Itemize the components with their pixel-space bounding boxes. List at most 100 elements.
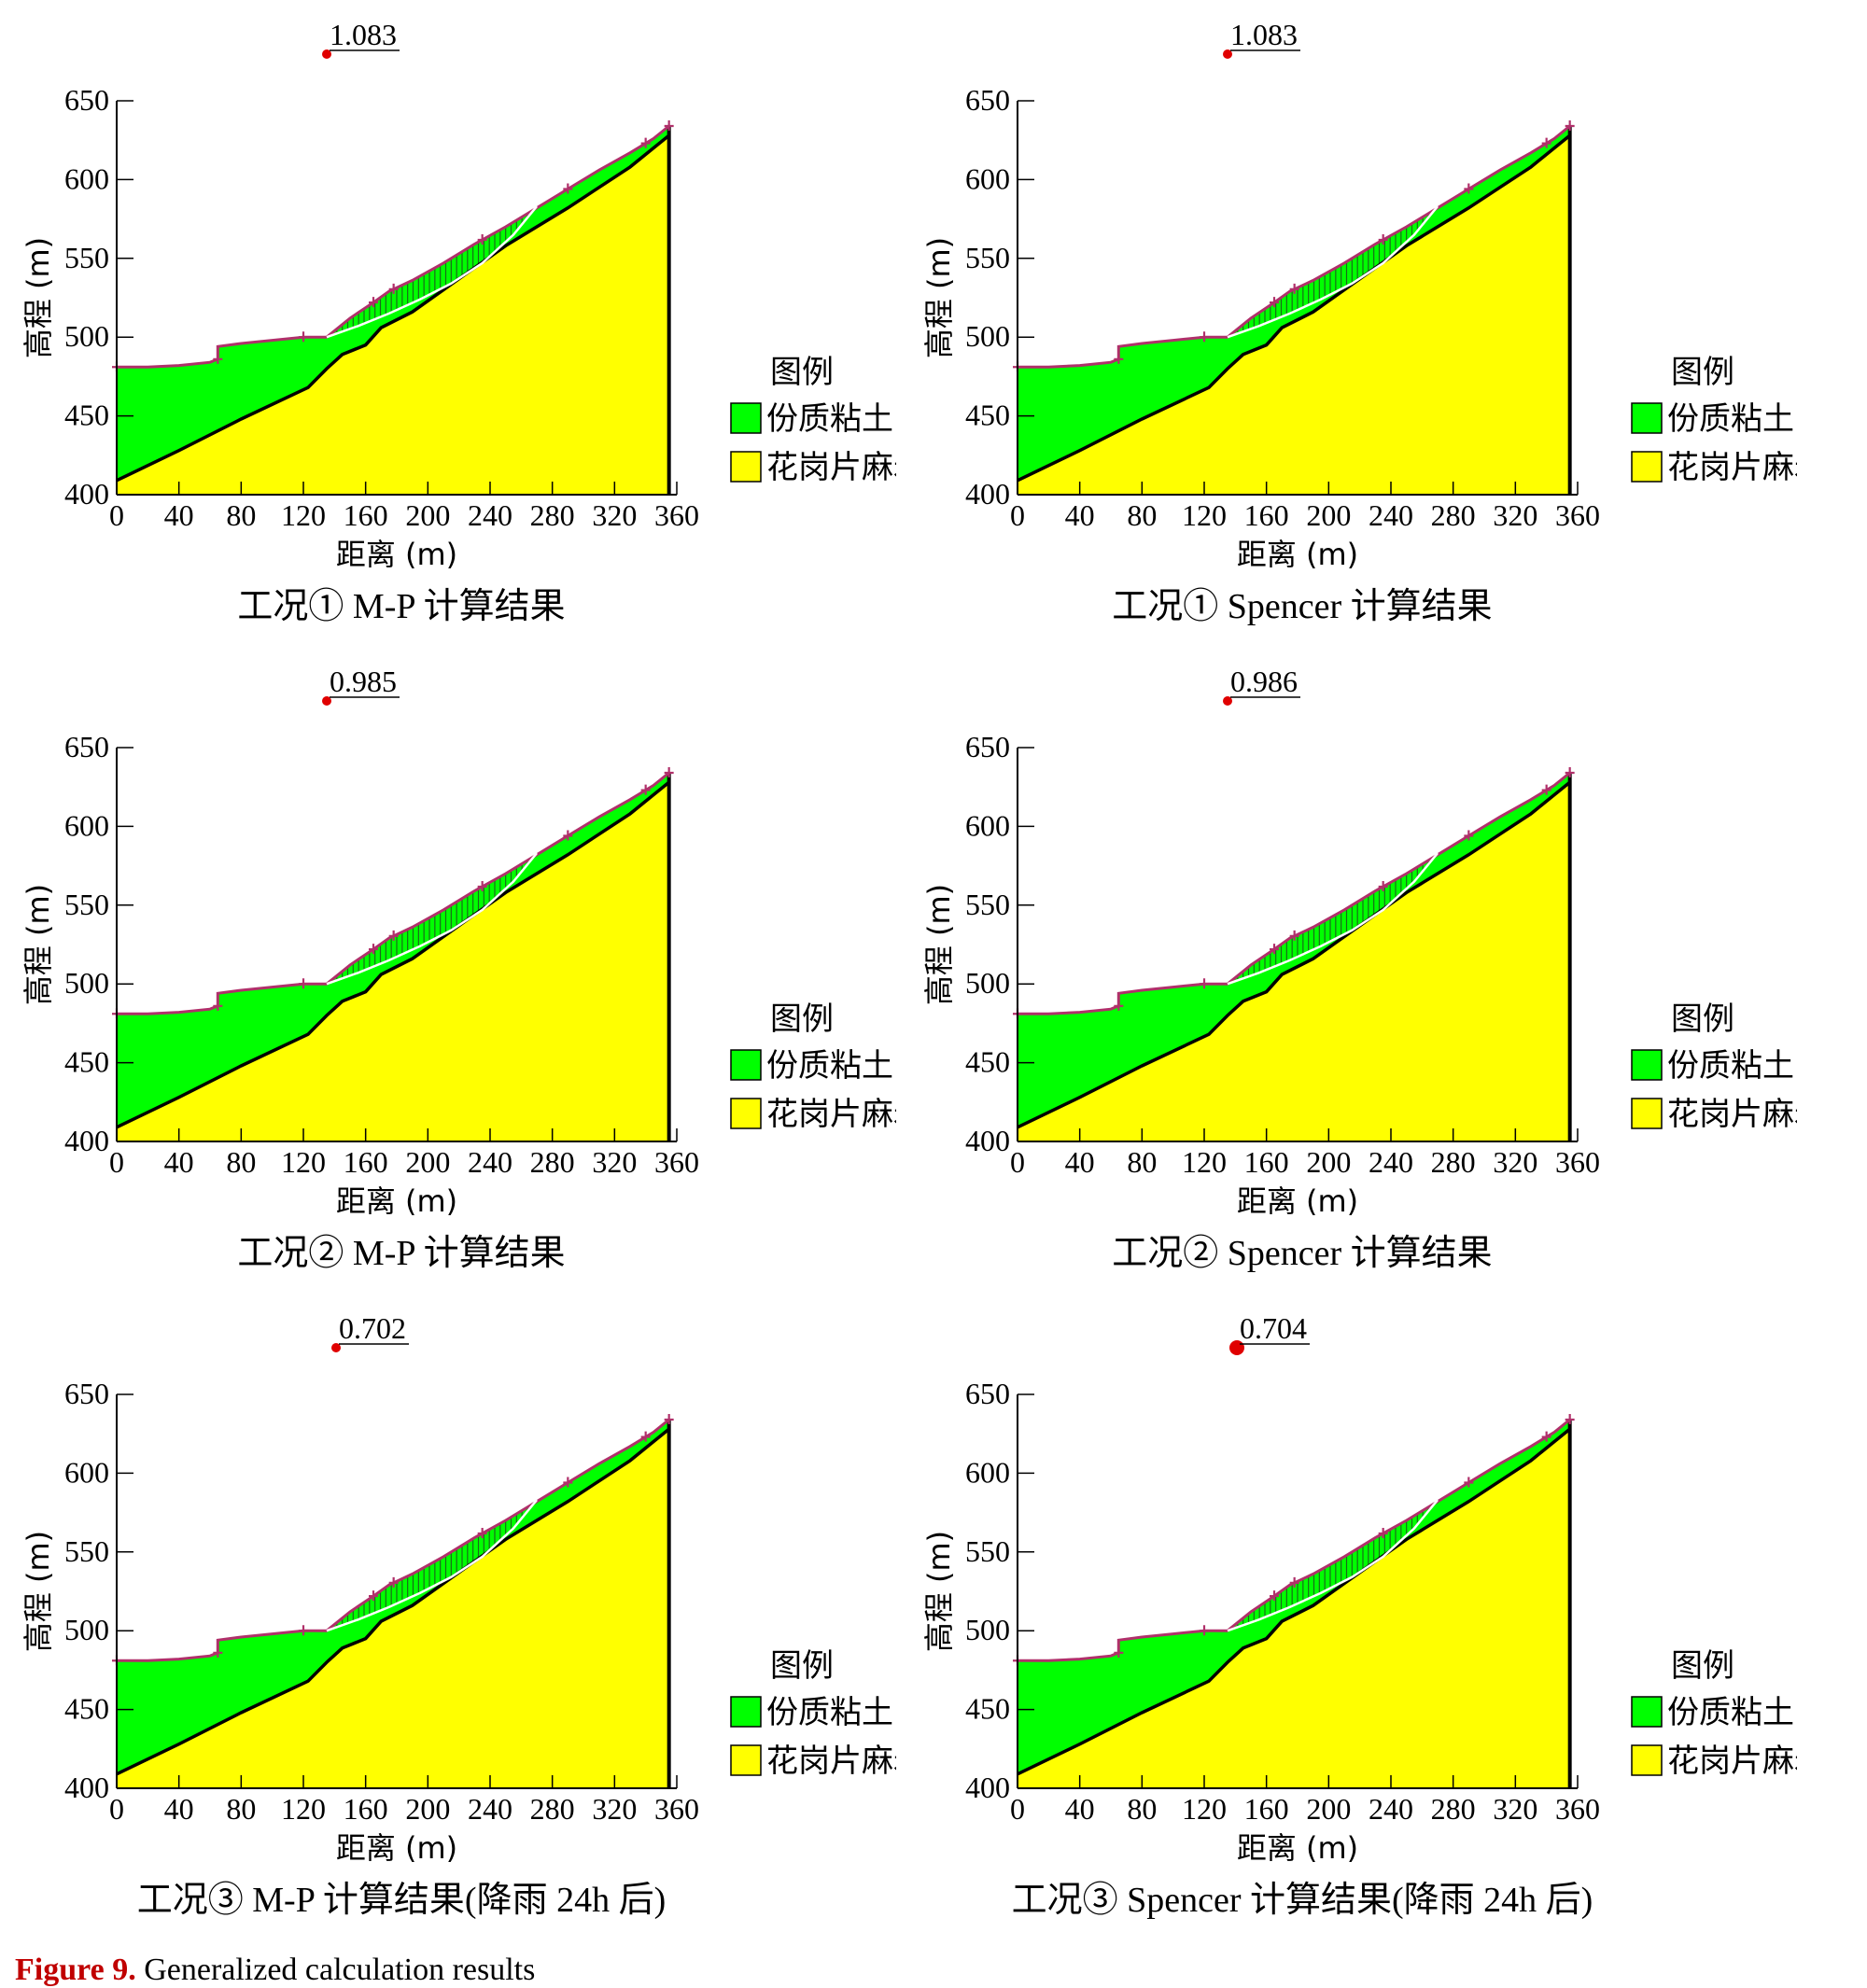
x-tick-label: 360 <box>654 1792 699 1826</box>
x-tick-label: 0 <box>109 1145 124 1179</box>
survey-point-marker <box>1541 784 1551 795</box>
chart-panel: 400 450 500 550 600 650 0 40 80 120 160 200 240 280 32… <box>0 1294 896 1938</box>
legend-swatch <box>1631 1744 1663 1776</box>
x-tick-label: 120 <box>281 1145 326 1179</box>
y-tick-label: 600 <box>965 808 1010 842</box>
y-tick-label: 550 <box>965 888 1010 921</box>
x-tick-label: 200 <box>1306 1145 1351 1179</box>
legend-swatch <box>730 1744 762 1776</box>
legend-label: 花岗片麻岩石 <box>766 1743 896 1780</box>
panel-caption: 工况③ M-P 计算结果(降雨 24h 后) <box>136 1881 667 1920</box>
survey-point-marker <box>1114 1000 1124 1011</box>
legend-label: 份质粘土 <box>766 400 893 438</box>
survey-point-marker <box>1565 1414 1575 1425</box>
x-tick-label: 360 <box>654 498 699 532</box>
x-tick-label: 40 <box>164 498 194 532</box>
legend-label: 份质粘土 <box>1667 1047 1794 1085</box>
legend-swatch <box>730 1696 762 1728</box>
survey-point-marker <box>477 880 487 891</box>
legend-label: 花岗片麻岩石 <box>1667 1743 1797 1780</box>
figure-caption-text: Generalized calculation results <box>144 1953 536 1987</box>
x-tick-label: 240 <box>468 1792 512 1826</box>
legend-label: 花岗片麻岩石 <box>766 1096 896 1133</box>
rock-layer <box>117 135 669 495</box>
rock-boundary-line <box>1017 1427 1571 1776</box>
x-tick-label: 200 <box>405 498 450 532</box>
y-tick-label: 450 <box>64 1045 109 1079</box>
x-tick-label: 160 <box>1244 498 1289 532</box>
x-tick-label: 240 <box>468 498 512 532</box>
x-tick-label: 40 <box>164 1145 194 1179</box>
y-tick-label: 650 <box>64 83 109 117</box>
x-tick-label: 320 <box>592 1145 637 1179</box>
fs-center-dot <box>322 49 331 59</box>
y-tick-label: 550 <box>965 1534 1010 1568</box>
survey-point-marker <box>1541 1431 1551 1442</box>
x-tick-label: 80 <box>1127 498 1157 532</box>
survey-point-marker <box>664 1414 674 1425</box>
panel-caption: 工况① M-P 计算结果 <box>237 587 566 626</box>
y-tick-label: 650 <box>64 730 109 763</box>
survey-point-marker <box>1565 120 1575 132</box>
survey-point-marker <box>1378 880 1388 891</box>
x-tick-label: 280 <box>530 498 575 532</box>
y-tick-label: 600 <box>965 1455 1010 1489</box>
x-tick-label: 240 <box>1369 1792 1413 1826</box>
survey-point-marker <box>213 353 223 364</box>
x-tick-label: 120 <box>1182 1792 1227 1826</box>
x-axis-title: 距离 (m) <box>1237 1830 1358 1863</box>
x-tick-label: 320 <box>592 1792 637 1826</box>
y-tick-label: 500 <box>965 1613 1010 1646</box>
x-tick-label: 80 <box>226 1792 256 1826</box>
y-tick-label: 650 <box>64 1377 109 1410</box>
survey-point-marker <box>1289 930 1299 941</box>
y-tick-label: 450 <box>965 1692 1010 1726</box>
y-axis-title: 高程 (m) <box>921 1531 957 1652</box>
x-tick-label: 0 <box>1010 1145 1025 1179</box>
legend-swatch <box>730 1098 762 1129</box>
survey-point-marker <box>1541 137 1551 148</box>
survey-point-marker <box>563 830 573 841</box>
panel-caption: 工况② Spencer 计算结果 <box>1112 1234 1493 1273</box>
survey-point-marker <box>1200 331 1209 343</box>
survey-point-marker <box>1200 978 1209 989</box>
x-axis-title: 距离 (m) <box>336 1830 457 1863</box>
survey-point-marker <box>640 784 651 795</box>
survey-point-marker <box>1289 1576 1299 1588</box>
legend-title: 图例 <box>1671 1001 1734 1038</box>
x-tick-label: 320 <box>1493 1145 1537 1179</box>
x-tick-label: 120 <box>281 498 326 532</box>
survey-point-marker <box>1114 353 1124 364</box>
rock-layer <box>117 1429 669 1788</box>
survey-point-marker <box>213 1000 223 1011</box>
slip-surface-line <box>1227 852 1439 986</box>
x-tick-label: 0 <box>109 498 124 532</box>
y-tick-label: 450 <box>64 1692 109 1726</box>
chart-panel: 400 450 500 550 600 650 0 40 80 120 160 200 240 280 32… <box>0 647 896 1291</box>
survey-point-marker <box>299 978 308 989</box>
x-tick-label: 40 <box>1065 498 1095 532</box>
rock-boundary-line <box>1017 133 1571 483</box>
x-tick-label: 320 <box>1493 1792 1537 1826</box>
y-tick-label: 400 <box>965 1124 1010 1157</box>
fs-center-dot <box>331 1343 341 1352</box>
x-tick-label: 160 <box>344 498 388 532</box>
y-tick-label: 550 <box>64 1534 109 1568</box>
panel-caption: 工况③ Spencer 计算结果(降雨 24h 后) <box>1011 1881 1593 1920</box>
y-tick-label: 550 <box>64 241 109 274</box>
x-tick-label: 160 <box>344 1145 388 1179</box>
slope-chart: 400 450 500 550 600 650 0 40 80 120 160 200 240 280 32… <box>21 18 896 569</box>
slope-chart: 400 450 500 550 600 650 0 40 80 120 160 200 240 280 32… <box>921 18 1797 569</box>
legend-swatch <box>730 1049 762 1081</box>
legend-swatch <box>1631 1696 1663 1728</box>
slip-surface-line <box>326 852 538 986</box>
x-axis-title: 距离 (m) <box>1237 1183 1358 1216</box>
survey-point-marker <box>299 1625 308 1636</box>
panel-caption: 工况① Spencer 计算结果 <box>1112 587 1493 626</box>
survey-point-marker <box>1464 830 1474 841</box>
survey-point-marker <box>369 297 378 308</box>
x-tick-label: 320 <box>1493 498 1537 532</box>
survey-point-marker <box>1565 767 1575 778</box>
survey-point-marker <box>388 1576 399 1588</box>
